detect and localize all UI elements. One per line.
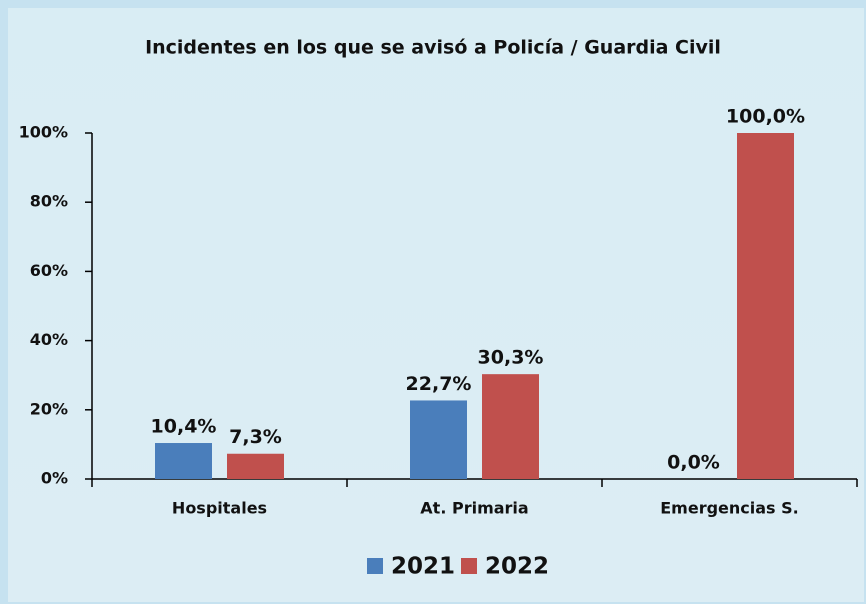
y-tick-label: 60% (30, 261, 68, 280)
bar (482, 374, 539, 479)
bar (737, 133, 794, 479)
x-tick-label: Emergencias S. (660, 499, 799, 518)
bar (155, 443, 212, 479)
x-tick-label: At. Primaria (420, 499, 528, 518)
bar (410, 400, 467, 479)
data-label: 0,0% (667, 452, 720, 474)
legend-swatch (461, 558, 477, 574)
y-tick-label: 40% (30, 330, 68, 349)
x-tick-label: Hospitales (172, 499, 267, 518)
chart-title: Incidentes en los que se avisó a Policía… (145, 37, 721, 59)
background (8, 8, 864, 602)
y-tick-label: 100% (19, 123, 68, 142)
legend-label: 2022 (485, 554, 549, 580)
legend-swatch (367, 558, 383, 574)
legend-label: 2021 (391, 554, 455, 580)
data-label: 7,3% (229, 426, 282, 448)
data-label: 30,3% (478, 347, 544, 369)
data-label: 22,7% (406, 373, 472, 395)
bar (227, 453, 284, 479)
data-label: 10,4% (151, 416, 217, 438)
y-tick-label: 80% (30, 192, 68, 211)
y-tick-label: 20% (30, 399, 68, 418)
data-label: 100,0% (726, 106, 805, 128)
y-tick-label: 0% (41, 469, 68, 488)
